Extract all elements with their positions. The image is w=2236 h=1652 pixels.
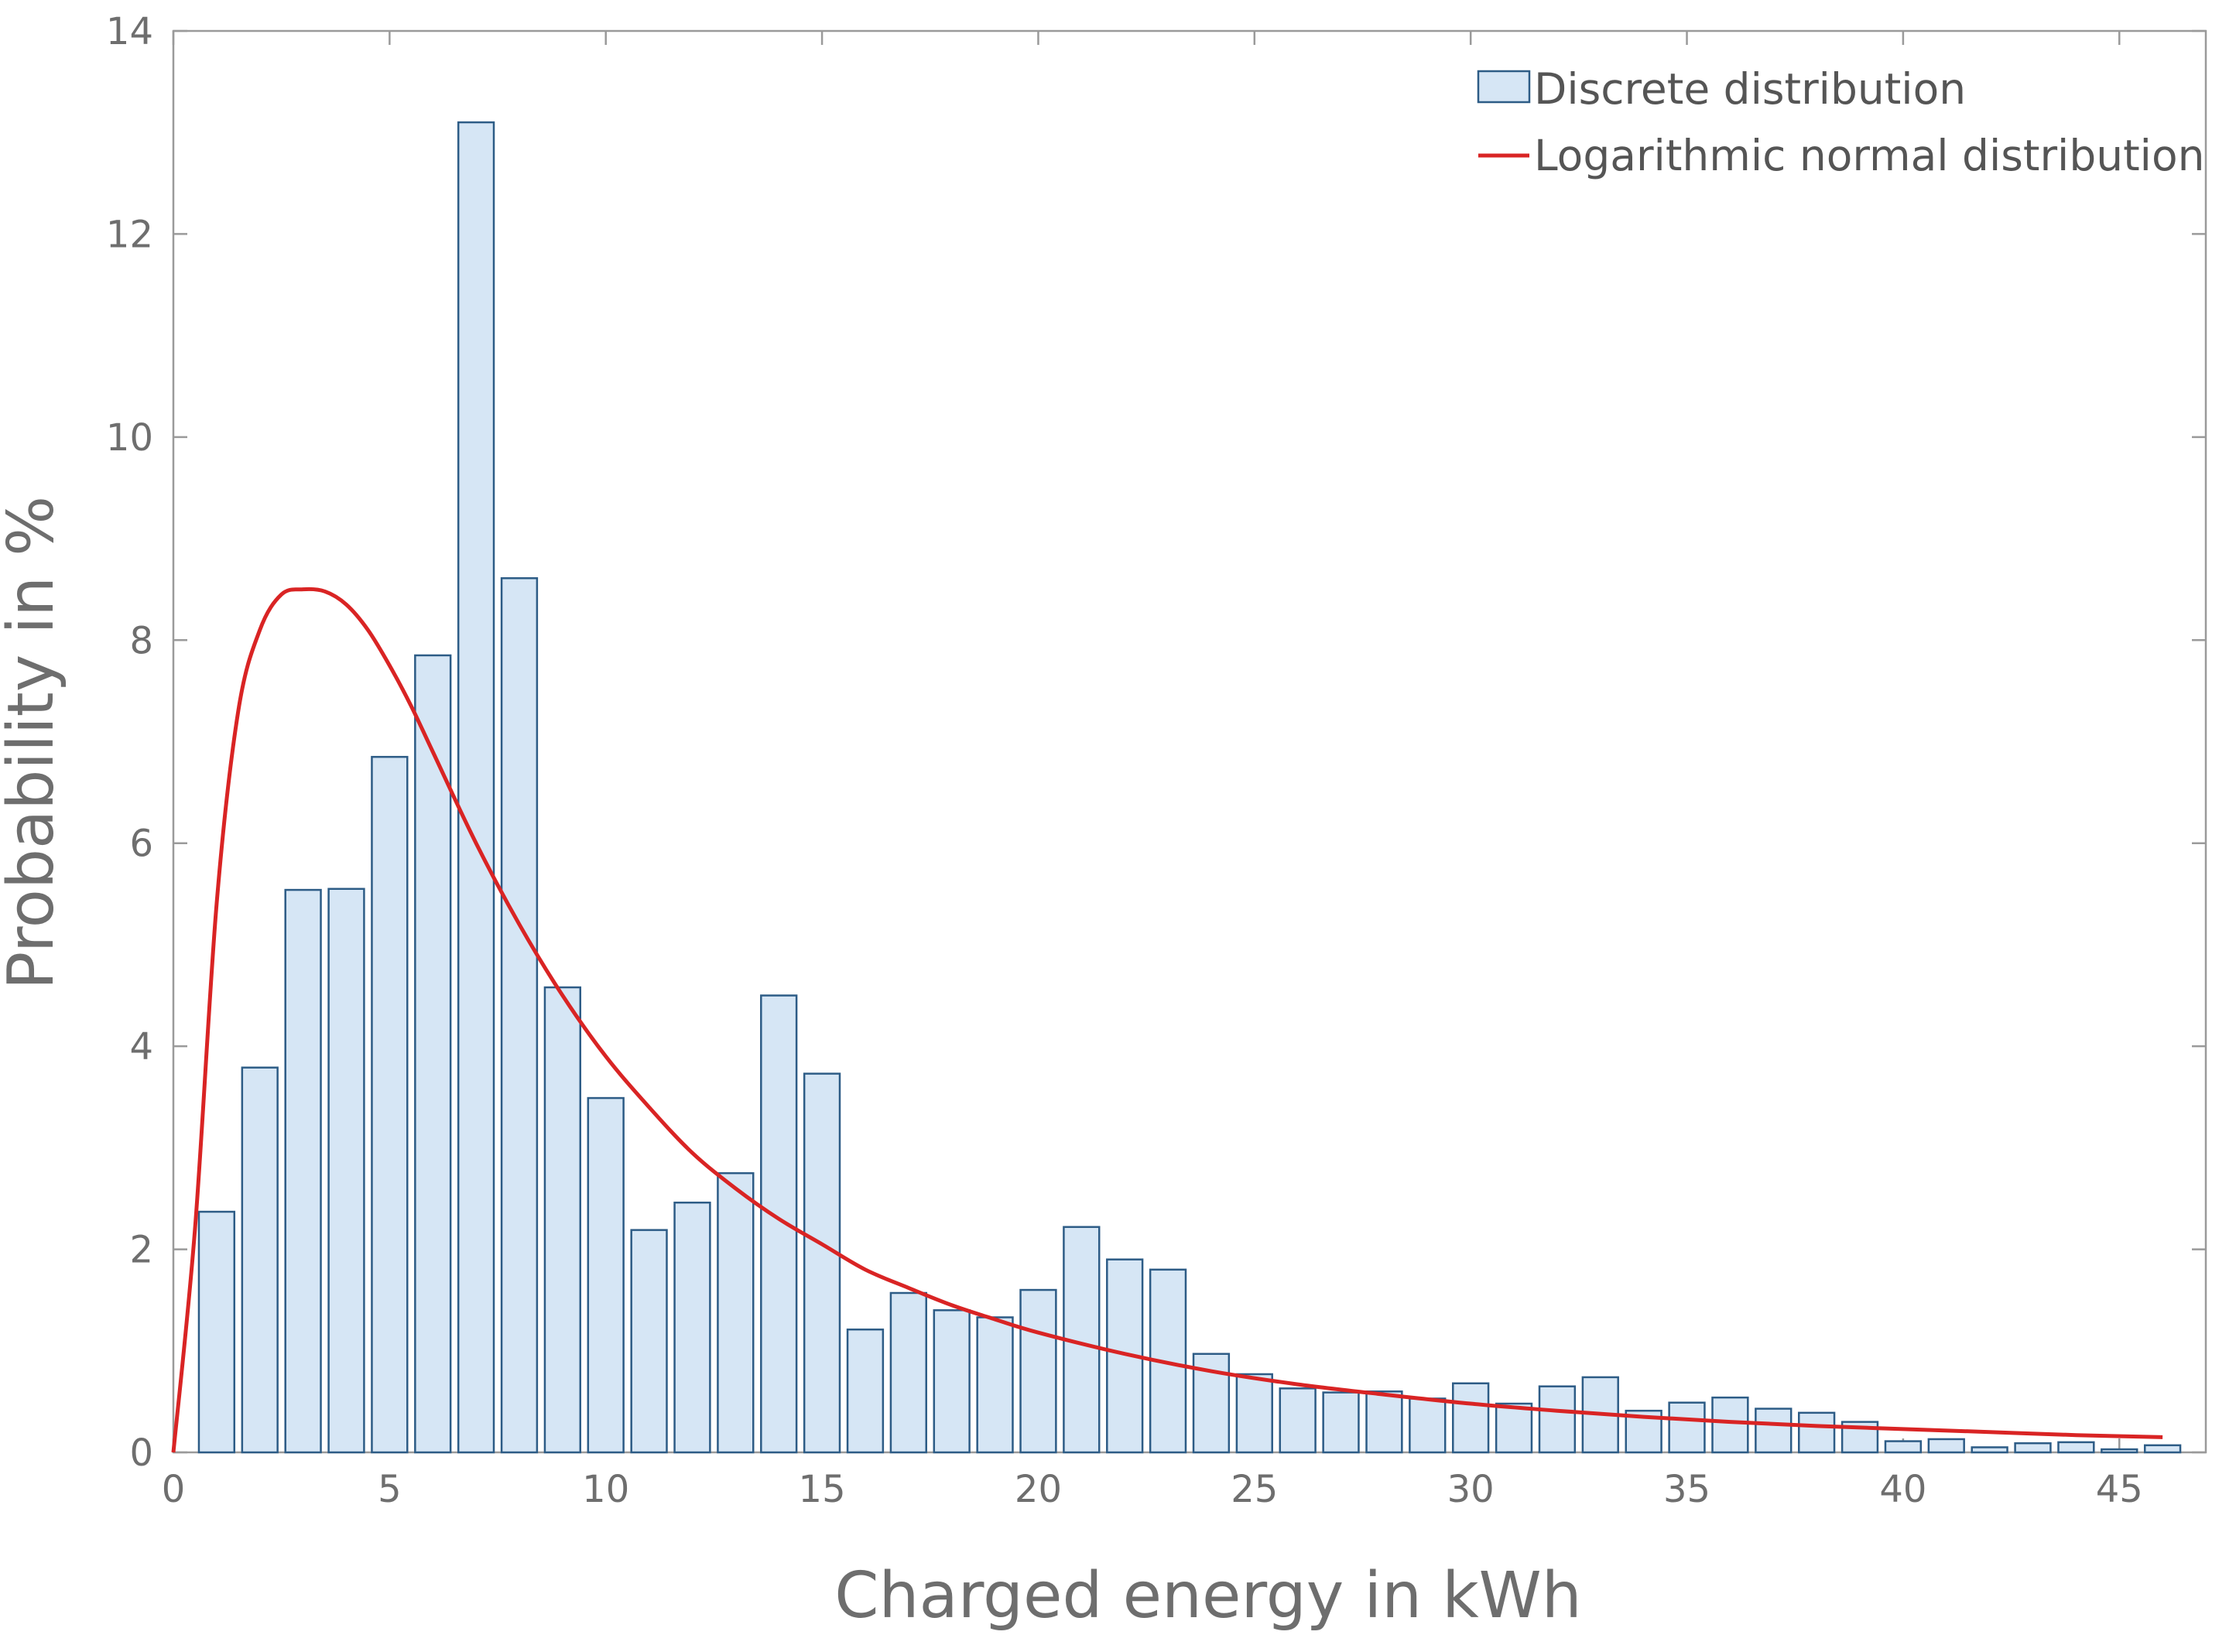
y-tick-label: 6 — [129, 823, 153, 866]
bar — [327, 888, 365, 1454]
y-tick-label: 10 — [106, 416, 153, 460]
bar — [1668, 1401, 1706, 1454]
x-tick-label: 45 — [2096, 1468, 2143, 1511]
bar — [760, 994, 798, 1454]
bar — [1927, 1438, 1965, 1454]
bar — [197, 1210, 236, 1454]
legend-bar-swatch — [1477, 70, 1531, 104]
bar — [587, 1096, 625, 1454]
y-tick-label: 14 — [106, 10, 153, 53]
lognormal-fit-line — [171, 587, 2163, 1453]
y-tick-label: 8 — [129, 619, 153, 662]
bar — [457, 121, 495, 1454]
x-tick-label: 40 — [1879, 1468, 1926, 1511]
bar — [1409, 1397, 1447, 1454]
bar — [1797, 1411, 1836, 1454]
bar — [2143, 1444, 2182, 1454]
y-tick-label: 2 — [129, 1229, 153, 1272]
legend: Discrete distribution Logarithmic normal… — [1477, 64, 2204, 180]
x-tick-label: 10 — [582, 1468, 629, 1511]
x-tick-label: 15 — [799, 1468, 846, 1511]
bar — [241, 1066, 279, 1454]
bar — [1495, 1402, 1533, 1454]
y-tick-label: 0 — [129, 1431, 153, 1475]
bar — [1235, 1373, 1273, 1454]
bar — [1971, 1446, 2008, 1454]
x-tick-label: 20 — [1015, 1468, 1062, 1511]
bar — [2014, 1442, 2052, 1454]
bar — [1538, 1385, 1577, 1454]
bar — [1322, 1391, 1360, 1454]
bar — [1711, 1396, 1749, 1454]
bar — [2101, 1448, 2138, 1454]
bar — [1884, 1440, 1923, 1454]
tick-labels: 0 5 10 15 20 25 30 35 40 45 0 2 4 6 8 10 12 14 — [106, 10, 2143, 1511]
y-tick-label: 12 — [106, 213, 153, 256]
bar — [500, 576, 539, 1454]
bar — [1279, 1387, 1317, 1454]
bar — [803, 1072, 841, 1454]
bar — [1365, 1390, 1403, 1454]
x-tick-label: 30 — [1447, 1468, 1495, 1511]
x-tick-label: 25 — [1231, 1468, 1278, 1511]
bar — [976, 1316, 1014, 1454]
bar — [284, 888, 322, 1454]
y-tick-label: 4 — [129, 1025, 153, 1069]
y-axis-title: Probability in % — [0, 496, 68, 990]
x-tick-label: 35 — [1663, 1468, 1710, 1511]
bar — [673, 1201, 711, 1454]
plot-frame — [172, 29, 2207, 1454]
bar-series — [197, 121, 2182, 1454]
bar — [717, 1171, 755, 1454]
fit-line-series — [171, 587, 2163, 1453]
bar — [1452, 1382, 1490, 1454]
bar — [2057, 1441, 2095, 1454]
legend-label-bars: Discrete distribution — [1534, 64, 1966, 114]
x-tick-label: 0 — [162, 1468, 186, 1511]
bar — [889, 1291, 927, 1454]
bar — [933, 1309, 971, 1454]
bar — [630, 1229, 668, 1454]
bar — [371, 755, 409, 1454]
bar — [1755, 1407, 1793, 1454]
bar — [414, 654, 452, 1454]
bar — [1019, 1288, 1057, 1454]
bar — [846, 1328, 885, 1454]
x-axis-title: Charged energy in kWh — [834, 1559, 1582, 1633]
x-tick-label: 5 — [378, 1468, 402, 1511]
legend-label-line: Logarithmic normal distribution — [1534, 131, 2204, 180]
bar — [543, 986, 582, 1454]
